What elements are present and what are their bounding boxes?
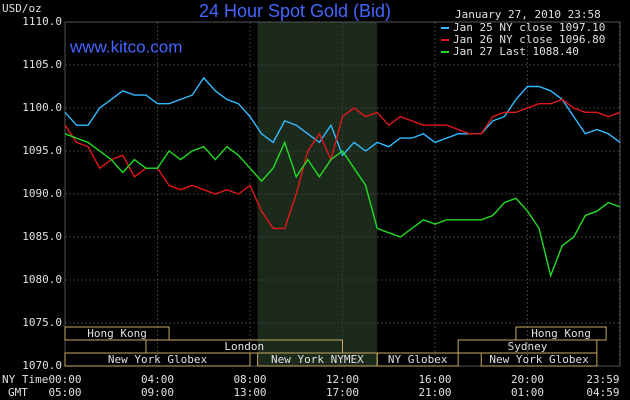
series-line [64, 76, 621, 157]
session-label: London [224, 340, 264, 353]
chart-subtitle: www.kitco.com [69, 37, 182, 56]
y-tick-label: 1100.0 [22, 101, 62, 114]
session-box [376, 352, 459, 367]
session-box [64, 326, 170, 341]
x2-tick-label: 21:00 [418, 386, 451, 399]
series-line [64, 133, 621, 279]
x2-tick-label: 09:00 [141, 386, 174, 399]
session-label: Hong Kong [87, 327, 147, 340]
x2-tick-label: 17:00 [326, 386, 359, 399]
x-tick-label: 08:00 [233, 373, 266, 386]
x-tick-label: 12:00 [326, 373, 359, 386]
session-label: NY Globex [388, 353, 448, 366]
y-axis-label: USD/oz [2, 2, 42, 15]
session-label: New York NYMEX [271, 353, 364, 366]
legend-label: Jan 25 NY close 1097.10 [453, 21, 605, 34]
legend-label: Jan 27 Last 1088.40 [453, 45, 579, 58]
x-tick-label: 20:00 [511, 373, 544, 386]
lines [64, 76, 621, 279]
legend-label: Jan 26 NY close 1096.80 [453, 33, 605, 46]
y-tick-label: 1085.0 [22, 230, 62, 243]
y-tick-label: 1090.0 [22, 187, 62, 200]
labels: 1070.0 1075.0 1080.0 1085.0 1090.0 1095.0 1100… [22, 15, 619, 399]
session-label: New York Globex [108, 353, 208, 366]
session-box [64, 352, 251, 367]
session-box [480, 352, 598, 367]
x-tick-label: 00:00 [48, 373, 81, 386]
x2-tick-label: 01:00 [511, 386, 544, 399]
x-tick-label: 16:00 [418, 373, 451, 386]
x2-tick-label: 13:00 [233, 386, 266, 399]
y-tick-label: 1080.0 [22, 273, 62, 286]
grid [64, 21, 621, 367]
x-tick-label: 23:59 [586, 373, 619, 386]
y-tick-label: 1075.0 [22, 316, 62, 329]
session-label: Sydney [508, 340, 548, 353]
x-tick-label: 04:00 [141, 373, 174, 386]
timestamp: January 27, 2010 23:58 [455, 8, 601, 21]
session-label: Hong Kong [531, 327, 591, 340]
x2-tick-label: 04:59 [586, 386, 619, 399]
y-tick-label: 1105.0 [22, 58, 62, 71]
y-tick-label: 1095.0 [22, 144, 62, 157]
chart-title: 24 Hour Spot Gold (Bid) [199, 1, 391, 21]
x2-tick-label: 05:00 [48, 386, 81, 399]
y-tick-label: 1070.0 [22, 359, 62, 372]
session-label: New York Globex [489, 353, 589, 366]
x2-axis-label: GMT [8, 386, 28, 399]
y-tick-label: 1110.0 [22, 15, 62, 28]
x-axis-label: NY Time [2, 373, 48, 386]
